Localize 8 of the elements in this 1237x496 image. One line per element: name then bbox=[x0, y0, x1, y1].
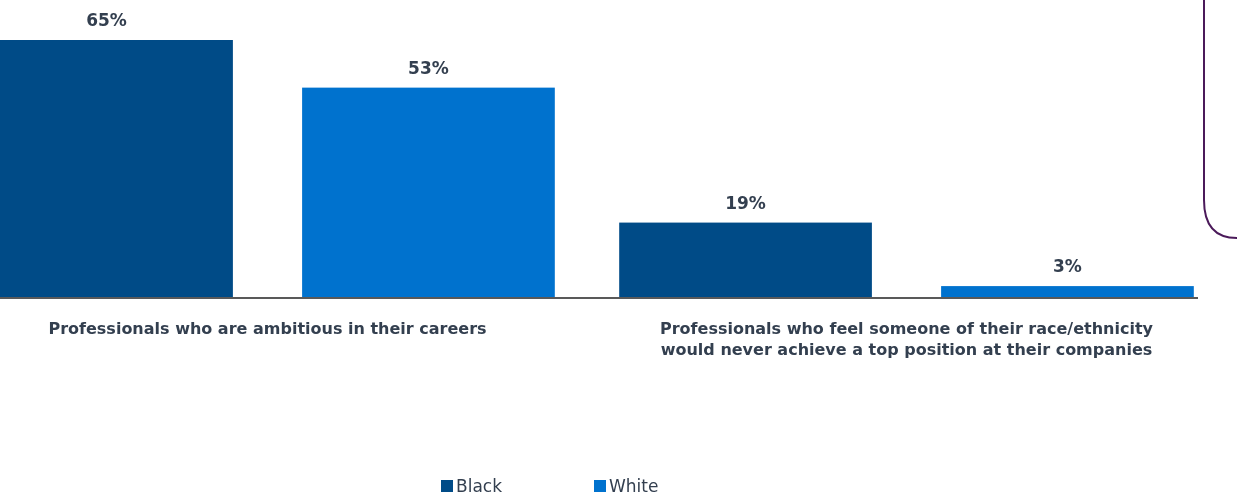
x-tick-label: Professionals who are ambitious in their careers bbox=[48, 319, 487, 338]
data-label: 3% bbox=[1053, 256, 1082, 277]
data-label: 19% bbox=[725, 192, 766, 213]
data-label: 53% bbox=[408, 57, 449, 78]
data-label: 65% bbox=[86, 10, 127, 30]
legend-label: Black bbox=[456, 476, 503, 496]
legend-label: White bbox=[609, 476, 659, 496]
x-tick-label: Professionals who feel someone of their race/ethnicity would never achieve a top position at their companies bbox=[659, 319, 1154, 359]
